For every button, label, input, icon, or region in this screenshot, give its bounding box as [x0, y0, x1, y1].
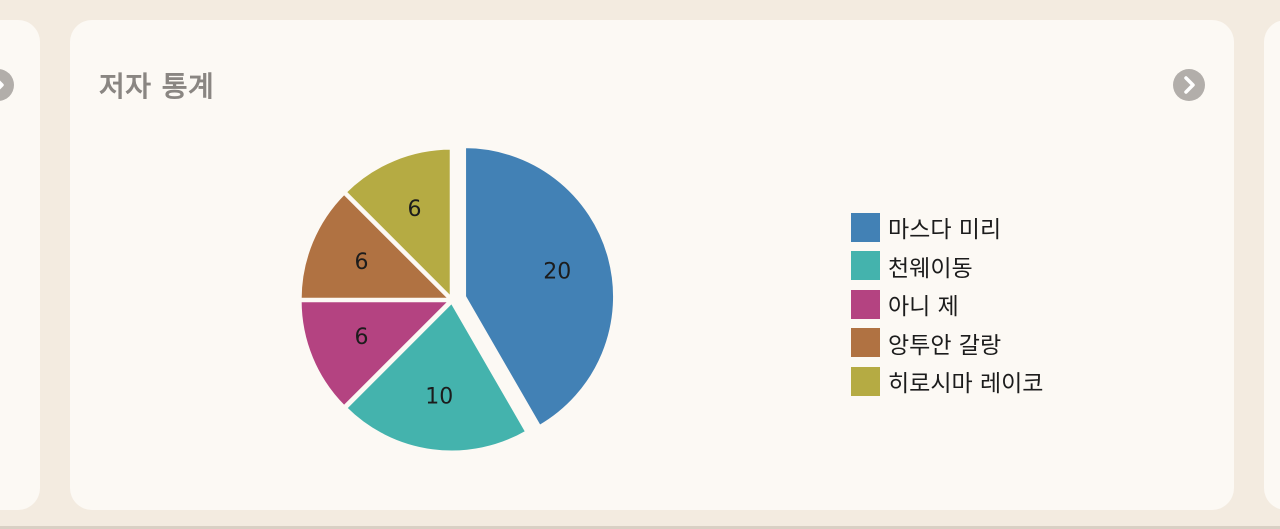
pie-slice: [298, 299, 452, 409]
legend-item: 마스다 미리: [851, 208, 1043, 247]
pie-slice: [298, 191, 452, 301]
pie-slice-value-label: 20: [543, 259, 571, 284]
pie-slice-value-label: 6: [354, 325, 368, 350]
legend-item: 히로시마 레이코: [851, 362, 1043, 401]
bottom-divider: [0, 526, 1280, 529]
legend-item: 앙투안 갈랑: [851, 324, 1043, 363]
author-stats-next-button[interactable]: [1173, 69, 1205, 101]
pie-slice: [463, 145, 617, 429]
legend-label: 천웨이동: [888, 255, 973, 282]
pie-slice: [344, 300, 529, 454]
pie-slice-value-label: 10: [425, 385, 453, 410]
legend-item: 아니 제: [851, 285, 1043, 324]
chevron-right-icon: [1184, 76, 1195, 94]
author-pie-chart: 20 10 6 6 6: [298, 145, 617, 454]
legend-swatch: [851, 212, 880, 242]
legend-label: 앙투안 갈랑: [888, 332, 1002, 359]
legend-swatch: [851, 328, 880, 358]
next-card: [1264, 20, 1280, 510]
legend-swatch: [851, 251, 880, 281]
chevron-right-icon: [0, 80, 4, 90]
card-title: 저자 통계: [99, 70, 215, 103]
previous-card-arrow-button[interactable]: [0, 69, 14, 101]
pie-slice: [343, 146, 453, 300]
previous-card: [0, 20, 40, 510]
pie-slice-value-label: 6: [407, 197, 421, 222]
legend-label: 마스다 미리: [888, 217, 1002, 244]
legend-swatch: [851, 366, 880, 396]
legend-item: 천웨이동: [851, 247, 1043, 286]
legend-label: 히로시마 레이코: [888, 371, 1044, 398]
legend-swatch: [851, 289, 880, 319]
pie-slice-value-label: 6: [354, 250, 368, 275]
legend-label: 아니 제: [888, 294, 959, 321]
